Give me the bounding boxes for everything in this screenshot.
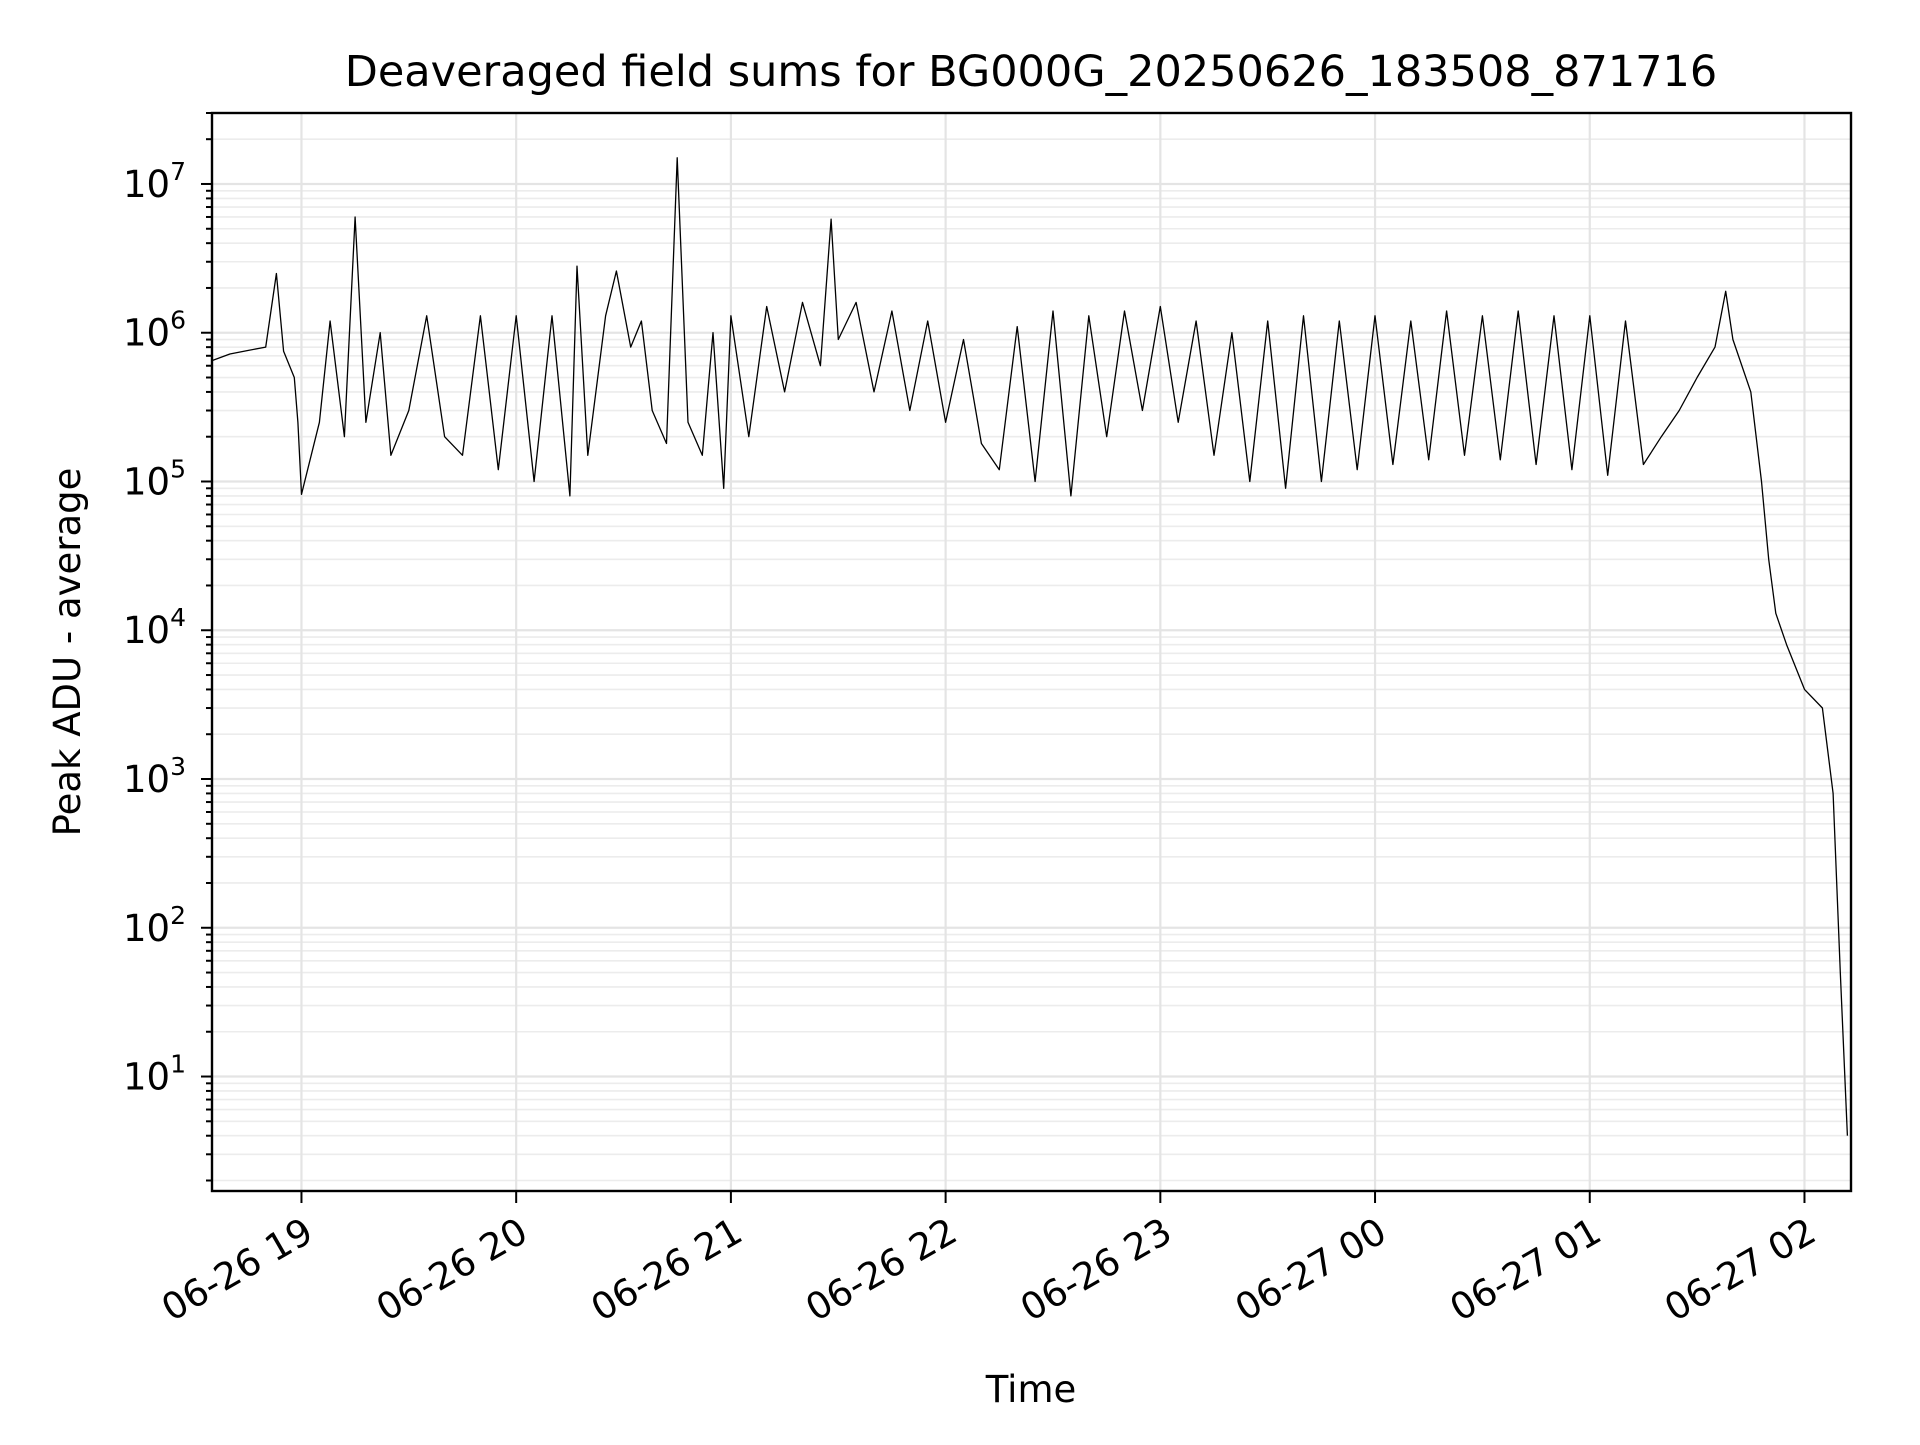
chart-title: Deaveraged field sums for BG000G_2025062…	[345, 47, 1718, 97]
y-tick-exponent: 4	[170, 603, 186, 632]
y-tick-base: 10	[123, 312, 170, 355]
x-axis-label: Time	[985, 1368, 1077, 1411]
y-tick-exponent: 7	[170, 157, 186, 186]
y-tick-label: 104	[123, 603, 186, 652]
y-tick-label: 105	[123, 454, 186, 503]
y-axis-label: Peak ADU - average	[46, 468, 89, 837]
y-tick-base: 10	[123, 460, 170, 503]
y-tick-exponent: 6	[170, 306, 186, 335]
y-tick-base: 10	[123, 758, 170, 801]
y-tick-label: 107	[123, 157, 186, 206]
y-tick-label: 103	[123, 752, 186, 801]
y-tick-base: 10	[123, 907, 170, 950]
series-line	[211, 157, 1849, 1136]
series-layer	[211, 157, 1849, 1136]
plot-frame	[210, 111, 1853, 1193]
y-tick-exponent: 1	[170, 1050, 186, 1079]
y-tick-exponent: 2	[170, 901, 186, 930]
y-tick-exponent: 5	[170, 454, 186, 483]
y-tick-base: 10	[123, 609, 170, 652]
y-tick-label: 101	[123, 1050, 186, 1099]
y-tick-label: 106	[123, 306, 186, 355]
y-tick-exponent: 3	[170, 752, 186, 781]
y-tick-base: 10	[123, 163, 170, 206]
y-tick-base: 10	[123, 1056, 170, 1099]
y-tick-label: 102	[123, 901, 186, 950]
